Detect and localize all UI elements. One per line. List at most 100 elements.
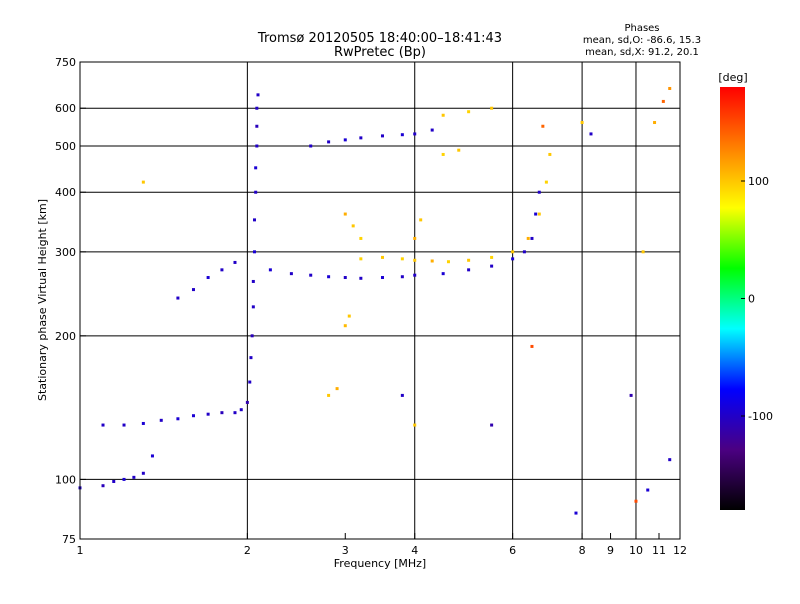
data-point	[537, 212, 541, 216]
colorbar-label: [deg]	[718, 71, 747, 84]
colorbar-ticks: 100 0 -100	[741, 175, 773, 423]
x-tick-label: 12	[673, 544, 687, 557]
data-point	[446, 260, 450, 264]
x-tick-label: 4	[411, 544, 418, 557]
data-point	[629, 393, 633, 397]
colorbar	[720, 87, 745, 510]
data-point	[347, 314, 351, 318]
data-point	[467, 258, 471, 262]
data-point	[526, 236, 530, 240]
data-point	[251, 305, 255, 309]
x-tick-label: 3	[342, 544, 349, 557]
data-point	[359, 236, 363, 240]
data-point	[343, 212, 347, 216]
x-tick-label: 2	[244, 544, 251, 557]
data-point	[255, 124, 259, 128]
data-point	[251, 279, 255, 283]
data-point	[441, 272, 445, 276]
data-point	[646, 488, 650, 492]
data-point	[101, 484, 105, 488]
x-tick-label: 9	[607, 544, 614, 557]
data-point	[176, 296, 180, 300]
legend-line-x: mean, sd,X: 91.2, 20.1	[585, 47, 699, 58]
data-point	[400, 275, 404, 279]
data-point	[206, 276, 210, 280]
y-tick-label: 400	[55, 186, 76, 199]
x-axis-label: Frequency [MHz]	[334, 557, 426, 570]
data-point	[268, 268, 272, 272]
data-point	[380, 276, 384, 280]
data-point	[245, 400, 249, 404]
y-tick-label: 100	[55, 473, 76, 486]
data-point	[574, 511, 578, 515]
data-point	[490, 423, 494, 427]
data-point	[112, 479, 116, 483]
data-point	[239, 408, 243, 412]
data-point	[206, 412, 210, 416]
data-point	[256, 93, 260, 97]
data-point	[343, 276, 347, 280]
data-point	[380, 134, 384, 138]
data-point	[380, 255, 384, 259]
data-point	[522, 250, 526, 254]
data-point	[253, 250, 257, 254]
data-point	[541, 124, 545, 128]
data-point	[254, 190, 258, 194]
data-point	[191, 414, 195, 418]
data-point	[220, 268, 224, 272]
data-point	[534, 212, 538, 216]
y-tick-label: 750	[55, 56, 76, 69]
data-point	[441, 152, 445, 156]
data-point	[122, 423, 126, 427]
data-point	[233, 260, 237, 264]
y-axis-ticks: 75 100 200 300 400 500 600 750	[55, 56, 86, 546]
data-point	[668, 86, 672, 90]
data-point	[191, 288, 195, 292]
data-point	[343, 324, 347, 328]
data-point	[661, 99, 665, 103]
data-point	[254, 166, 258, 170]
data-point	[641, 250, 645, 254]
x-tick-label: 6	[509, 544, 516, 557]
x-tick-label: 11	[652, 544, 666, 557]
data-point	[255, 106, 259, 110]
data-point	[530, 236, 534, 240]
data-point	[467, 110, 471, 114]
colorbar-tick-label: 100	[748, 175, 769, 188]
x-tick-label: 10	[629, 544, 643, 557]
data-point	[351, 224, 355, 228]
data-point	[413, 423, 417, 427]
data-point	[141, 180, 145, 184]
data-point	[255, 144, 259, 148]
data-point	[132, 475, 136, 479]
data-point	[537, 190, 541, 194]
data-point	[101, 423, 105, 427]
legend-title: Phases	[624, 23, 659, 34]
data-point	[335, 387, 339, 391]
data-point	[309, 273, 313, 277]
data-point	[176, 417, 180, 421]
data-point	[530, 344, 534, 348]
data-point	[490, 255, 494, 259]
data-point	[359, 276, 363, 280]
data-point	[220, 411, 224, 415]
data-point	[400, 393, 404, 397]
data-point	[400, 257, 404, 261]
data-point	[159, 418, 163, 422]
data-point	[467, 268, 471, 272]
legend-line-o: mean, sd,O: -86.6, 15.3	[583, 35, 701, 46]
data-point	[490, 106, 494, 110]
data-point	[248, 380, 252, 384]
data-point	[400, 133, 404, 137]
data-point	[343, 138, 347, 142]
colorbar-tick-label: 0	[748, 293, 755, 306]
y-axis-label: Stationary phase Virtual Height [km]	[36, 199, 49, 401]
x-tick-label: 8	[579, 544, 586, 557]
data-point	[327, 140, 331, 144]
data-point	[413, 273, 417, 277]
data-point	[250, 334, 254, 338]
plot-frame	[79, 61, 681, 540]
y-tick-label: 200	[55, 330, 76, 343]
data-point	[359, 136, 363, 140]
